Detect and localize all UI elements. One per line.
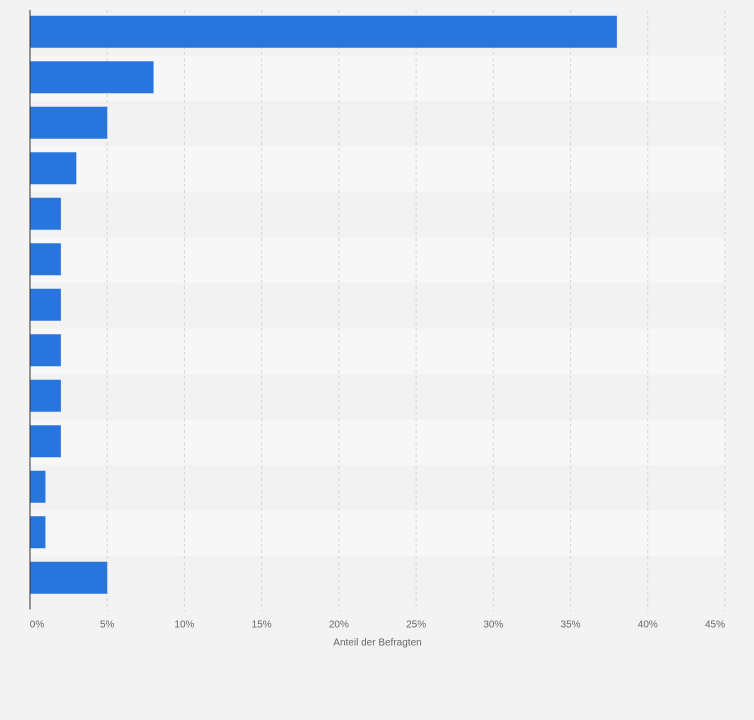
x-tick-label: 40% [638, 620, 658, 631]
bar[interactable] [30, 197, 61, 230]
bar[interactable] [30, 61, 154, 94]
x-tick-label: 25% [406, 620, 426, 631]
gridlines [106, 10, 726, 612]
x-tick-label: 20% [329, 620, 349, 631]
x-axis-ticks: 0% 5% 10% 15% 20% 25% 30% 35% 40% 45% [30, 620, 725, 631]
row-band [30, 374, 725, 420]
row-bands [30, 10, 725, 602]
bar[interactable] [30, 106, 108, 139]
row-band [30, 192, 725, 238]
bar[interactable] [30, 470, 46, 503]
row-band [30, 556, 725, 602]
bars [30, 15, 617, 594]
row-band [30, 328, 725, 374]
bar[interactable] [30, 516, 46, 549]
x-tick-label: 35% [561, 620, 581, 631]
x-tick-label: 10% [174, 620, 194, 631]
x-tick-label: 30% [483, 620, 503, 631]
bar[interactable] [30, 334, 61, 367]
row-band [30, 283, 725, 329]
row-band [30, 419, 725, 465]
row-band [30, 510, 725, 556]
row-band [30, 101, 725, 147]
bar[interactable] [30, 288, 61, 321]
row-band [30, 146, 725, 192]
bar[interactable] [30, 243, 61, 276]
bar[interactable] [30, 561, 108, 594]
x-tick-label: 15% [252, 620, 272, 631]
row-band [30, 465, 725, 511]
bar[interactable] [30, 152, 77, 185]
bar[interactable] [30, 425, 61, 458]
bar[interactable] [30, 379, 61, 412]
x-axis-title: Anteil der Befragten [333, 638, 421, 649]
x-tick-label: 0% [30, 620, 45, 631]
bar[interactable] [30, 15, 617, 48]
row-band [30, 237, 725, 283]
x-tick-label: 45% [705, 620, 725, 631]
x-tick-label: 5% [100, 620, 115, 631]
